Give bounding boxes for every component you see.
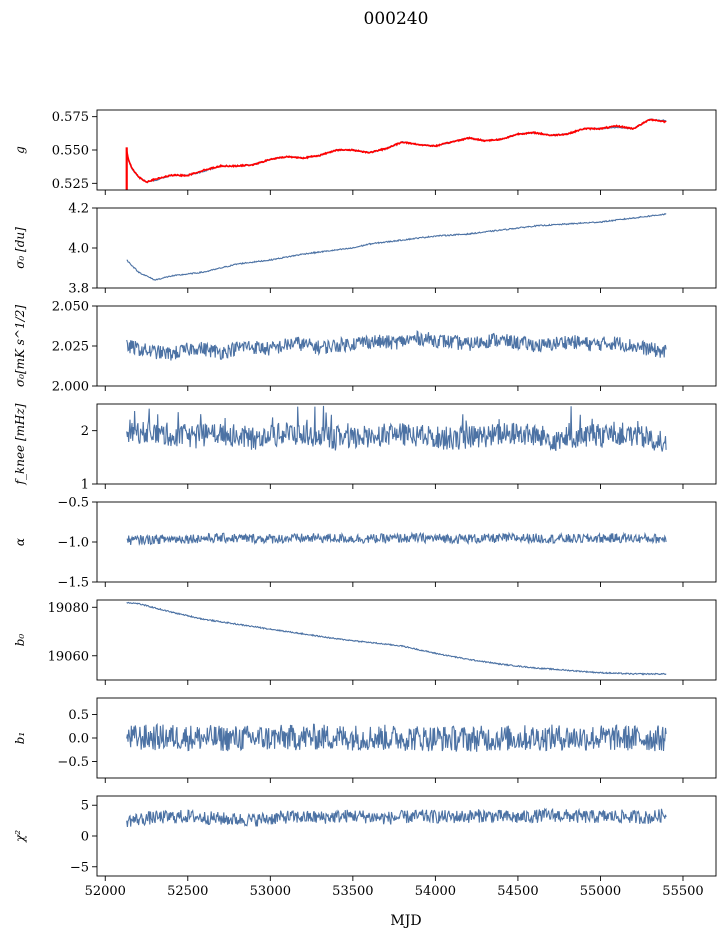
series-line-8-1 bbox=[126, 807, 667, 827]
y-tick-label: 2 bbox=[81, 424, 89, 439]
series-line-1-2 bbox=[125, 118, 667, 184]
y-tick-label: 0.0 bbox=[68, 732, 89, 747]
series-line-7-1 bbox=[126, 722, 667, 752]
y-tick-label: 4.0 bbox=[68, 242, 89, 257]
y-tick-label: 3.8 bbox=[68, 282, 89, 297]
panel-3: 2.000 2.025 2.050 σ₀[mK s^1/2] bbox=[13, 300, 717, 395]
axes-frame-1 bbox=[96, 109, 717, 191]
y-axis-label-4: f_knee [mHz] bbox=[13, 403, 27, 485]
x-tick-label: 54000 bbox=[415, 884, 456, 899]
y-tick-label: 0.550 bbox=[52, 144, 89, 159]
y-axis-label-3: σ₀[mK s^1/2] bbox=[13, 305, 27, 387]
y-axis-label-6: b₀ bbox=[13, 634, 27, 647]
y-axis-label-2: σ₀ [du] bbox=[13, 227, 27, 269]
y-tick-label: 2.000 bbox=[52, 380, 89, 395]
axes-frame-4 bbox=[96, 403, 717, 485]
x-tick-label: 52000 bbox=[85, 884, 126, 899]
y-tick-label: 19080 bbox=[48, 601, 89, 616]
axes-frame-2 bbox=[96, 207, 717, 289]
series-line-4-1 bbox=[126, 405, 667, 452]
series-line-2-1 bbox=[126, 212, 667, 281]
panel-7: −0.5 0.0 0.5 b₁ bbox=[13, 697, 717, 783]
panel-6: 19060 19080 b₀ bbox=[13, 599, 717, 685]
y-tick-label: 0.575 bbox=[52, 110, 89, 125]
panel-5: −1.5 −1.0 −0.5 α bbox=[13, 496, 717, 591]
y-tick-label: 2.025 bbox=[52, 340, 89, 355]
x-tick-label: 53500 bbox=[332, 884, 373, 899]
y-tick-label: −0.5 bbox=[57, 755, 89, 770]
y-tick-label: −5 bbox=[70, 860, 89, 875]
y-axis-label-7: b₁ bbox=[13, 732, 27, 745]
y-tick-label: 2.050 bbox=[52, 300, 89, 315]
y-tick-label: −0.5 bbox=[57, 496, 89, 511]
y-tick-label: 4.2 bbox=[68, 202, 89, 217]
y-tick-label: 0.5 bbox=[68, 708, 89, 723]
y-axis-label-1: g bbox=[13, 146, 27, 154]
x-tick-label: 55000 bbox=[580, 884, 621, 899]
y-tick-label: 5 bbox=[81, 799, 89, 814]
x-axis-label: MJD bbox=[390, 913, 421, 929]
x-tick-label: 55500 bbox=[662, 884, 703, 899]
y-tick-label: −1.5 bbox=[57, 576, 89, 591]
y-axis-label-5: α bbox=[13, 538, 27, 546]
panel-8: 52000 52500 53000 53500 54000 54500 55000 55500… bbox=[13, 795, 717, 899]
series-line-5-1 bbox=[126, 531, 667, 547]
y-axis-label-8: χ² bbox=[13, 830, 27, 843]
axes-frame-8 bbox=[96, 795, 717, 877]
y-tick-label: −1.0 bbox=[57, 536, 89, 551]
series-line-3-1 bbox=[126, 329, 667, 361]
x-tick-label: 52500 bbox=[167, 884, 208, 899]
y-tick-label: 0 bbox=[81, 830, 89, 845]
y-tick-label: 19060 bbox=[48, 649, 89, 664]
series-line-6-1 bbox=[126, 601, 667, 676]
x-tick-label: 53000 bbox=[250, 884, 291, 899]
panel-4: 1 2 f_knee [mHz] bbox=[13, 403, 717, 493]
axes-frame-6 bbox=[96, 599, 717, 681]
y-tick-label: 0.525 bbox=[52, 177, 89, 192]
figure-title: 000240 bbox=[364, 9, 429, 29]
panel-1: 0.525 0.550 0.575 g bbox=[13, 109, 717, 195]
x-tick-label: 54500 bbox=[497, 884, 538, 899]
panel-2: 3.8 4.0 4.2 σ₀ [du] bbox=[13, 202, 717, 297]
y-tick-label: 1 bbox=[81, 478, 89, 493]
